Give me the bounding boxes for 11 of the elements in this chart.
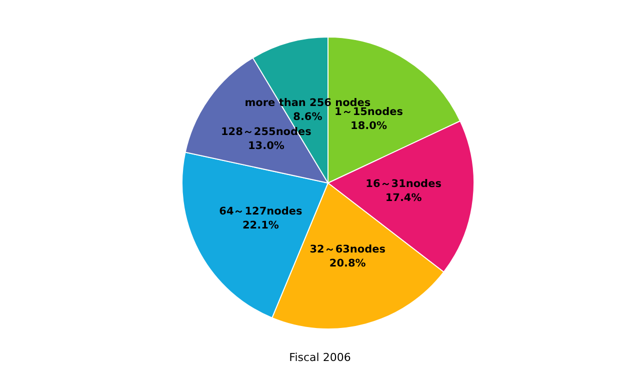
data-label: 20.8% (329, 257, 366, 270)
text: Fiscal 2006 (289, 351, 351, 364)
slice-label: 16～31nodes (366, 178, 442, 190)
data-label: 22.1% (242, 219, 280, 232)
data-label: 8.6% (293, 110, 323, 123)
slice-label: 1～15nodes (334, 106, 404, 118)
slice-label: 64～127nodes (219, 205, 302, 218)
slice-label: 32～63nodes (310, 243, 386, 256)
data-label: 13.0% (248, 140, 285, 152)
data-label: 17.4% (385, 192, 422, 204)
data-label: 18.0% (350, 120, 388, 132)
